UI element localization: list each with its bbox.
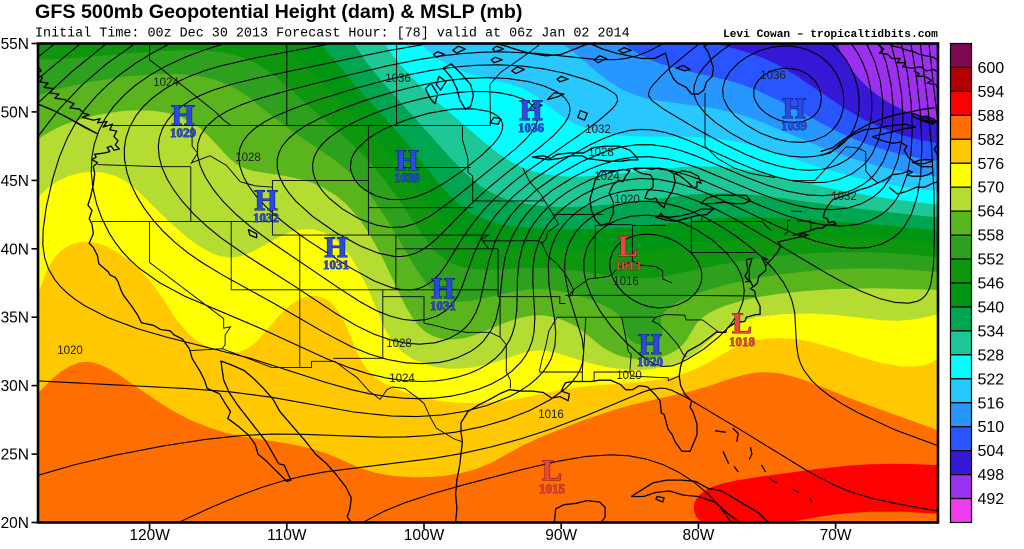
svg-text:1018: 1018 bbox=[729, 334, 756, 349]
svg-text:540: 540 bbox=[978, 299, 1005, 316]
svg-text:546: 546 bbox=[978, 276, 1005, 293]
svg-text:90W: 90W bbox=[545, 527, 577, 544]
svg-text:70W: 70W bbox=[820, 527, 852, 544]
svg-text:H: H bbox=[171, 99, 194, 132]
svg-text:1031: 1031 bbox=[430, 298, 456, 313]
svg-text:1020: 1020 bbox=[614, 194, 640, 206]
svg-text:534: 534 bbox=[978, 323, 1005, 340]
svg-text:1036: 1036 bbox=[760, 70, 786, 82]
svg-text:50N: 50N bbox=[1, 104, 29, 121]
svg-text:L: L bbox=[618, 230, 638, 263]
svg-text:H: H bbox=[395, 144, 418, 177]
svg-text:600: 600 bbox=[978, 60, 1005, 77]
svg-text:1031: 1031 bbox=[323, 257, 349, 272]
svg-text:570: 570 bbox=[978, 180, 1005, 197]
svg-text:492: 492 bbox=[978, 491, 1005, 508]
svg-text:516: 516 bbox=[978, 395, 1005, 412]
svg-text:510: 510 bbox=[978, 419, 1005, 436]
svg-text:35N: 35N bbox=[1, 310, 29, 327]
svg-text:1032: 1032 bbox=[253, 210, 279, 225]
svg-text:40N: 40N bbox=[1, 241, 29, 258]
svg-text:522: 522 bbox=[978, 371, 1005, 388]
svg-text:H: H bbox=[519, 94, 542, 127]
svg-text:1032: 1032 bbox=[831, 191, 857, 203]
svg-text:H: H bbox=[324, 231, 347, 264]
svg-text:1029: 1029 bbox=[170, 125, 197, 140]
svg-text:55N: 55N bbox=[1, 36, 29, 53]
svg-text:L: L bbox=[542, 454, 562, 487]
svg-text:1015: 1015 bbox=[539, 481, 566, 496]
svg-text:1016: 1016 bbox=[538, 409, 564, 421]
svg-text:25N: 25N bbox=[1, 447, 29, 464]
svg-text:552: 552 bbox=[978, 252, 1005, 269]
svg-text:100W: 100W bbox=[404, 527, 445, 544]
svg-text:H: H bbox=[782, 92, 805, 125]
svg-text:594: 594 bbox=[978, 84, 1005, 101]
svg-text:558: 558 bbox=[978, 228, 1005, 245]
svg-text:1020: 1020 bbox=[637, 354, 663, 369]
svg-text:1036: 1036 bbox=[518, 120, 545, 135]
svg-text:1020: 1020 bbox=[616, 370, 642, 382]
svg-text:120W: 120W bbox=[129, 527, 170, 544]
svg-text:1028: 1028 bbox=[235, 152, 261, 164]
svg-text:1039: 1039 bbox=[394, 170, 421, 185]
svg-text:1028: 1028 bbox=[386, 338, 412, 350]
svg-text:498: 498 bbox=[978, 467, 1005, 484]
svg-text:576: 576 bbox=[978, 156, 1005, 173]
svg-text:528: 528 bbox=[978, 347, 1005, 364]
svg-text:1024: 1024 bbox=[153, 77, 179, 89]
svg-text:1039: 1039 bbox=[781, 118, 808, 133]
svg-text:H: H bbox=[431, 272, 454, 305]
svg-text:1036: 1036 bbox=[385, 73, 411, 85]
svg-text:564: 564 bbox=[978, 204, 1005, 221]
svg-text:H: H bbox=[254, 184, 277, 217]
svg-text:110W: 110W bbox=[267, 527, 307, 544]
svg-text:45N: 45N bbox=[1, 173, 29, 190]
svg-text:H: H bbox=[638, 328, 661, 361]
svg-text:582: 582 bbox=[978, 132, 1005, 149]
svg-text:80W: 80W bbox=[682, 527, 714, 544]
svg-text:30N: 30N bbox=[1, 378, 29, 395]
svg-text:GFS 500mb Geopotential Height: GFS 500mb Geopotential Height (dam) & MS… bbox=[35, 1, 523, 23]
svg-text:1028: 1028 bbox=[588, 147, 614, 159]
svg-text:1013: 1013 bbox=[615, 258, 642, 273]
svg-text:L: L bbox=[732, 307, 752, 340]
svg-text:1020: 1020 bbox=[57, 345, 83, 357]
svg-text:Initial Time: 00z Dec 30 2013: Initial Time: 00z Dec 30 2013 Forecast H… bbox=[35, 27, 630, 42]
svg-text:1016: 1016 bbox=[613, 276, 639, 288]
svg-text:1024: 1024 bbox=[389, 373, 415, 385]
svg-text:1032: 1032 bbox=[585, 124, 611, 136]
svg-text:20N: 20N bbox=[1, 515, 29, 532]
svg-text:588: 588 bbox=[978, 108, 1005, 125]
svg-text:504: 504 bbox=[978, 443, 1005, 460]
svg-text:1024: 1024 bbox=[594, 171, 620, 183]
svg-text:Levi Cowan – tropicaltidbits.c: Levi Cowan – tropicaltidbits.com bbox=[723, 29, 938, 41]
